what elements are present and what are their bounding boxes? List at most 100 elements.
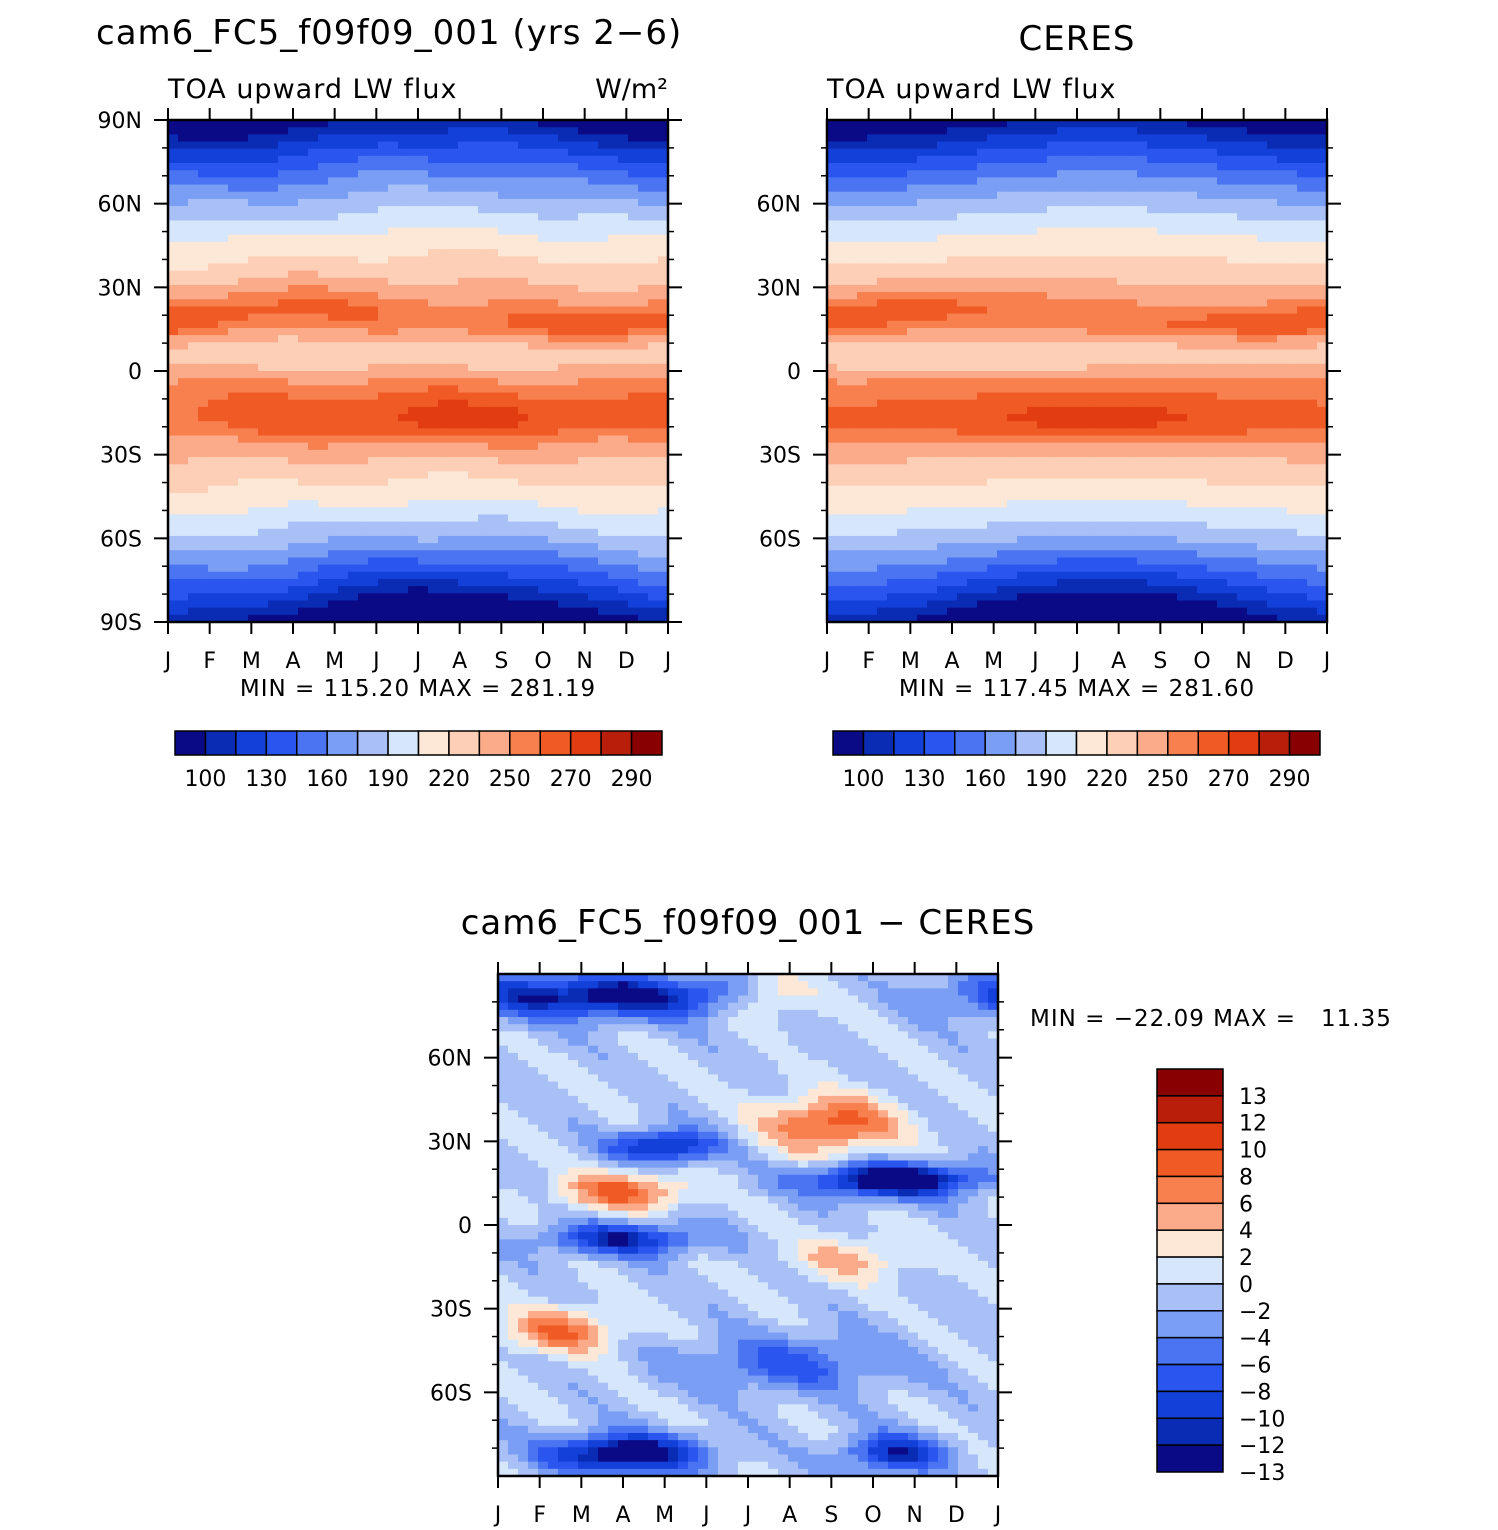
field-cell	[1177, 277, 1188, 286]
field-cell	[1057, 306, 1068, 315]
field-cell	[1057, 270, 1068, 279]
field-cell	[897, 227, 908, 236]
field-cell	[1207, 277, 1218, 286]
field-cell	[1197, 163, 1208, 171]
field-cell	[198, 184, 209, 193]
field-cell	[1167, 120, 1178, 128]
field-cell	[578, 320, 589, 329]
field-cell	[1107, 284, 1118, 293]
field-cell	[538, 213, 549, 221]
field-cell	[1037, 191, 1048, 200]
field-cell	[588, 385, 599, 394]
field-cell	[348, 213, 359, 221]
field-cell	[578, 385, 589, 394]
field-cell	[368, 177, 379, 186]
field-cell	[628, 586, 639, 594]
field-cell	[288, 428, 299, 437]
field-cell	[997, 256, 1008, 265]
field-cell	[328, 284, 339, 293]
field-cell	[937, 155, 948, 164]
field-cell	[228, 127, 239, 135]
field-cell	[368, 457, 379, 465]
field-cell	[458, 478, 469, 487]
field-cell	[917, 177, 928, 186]
field-cell	[1067, 155, 1078, 164]
field-cell	[448, 550, 459, 559]
field-cell	[927, 213, 938, 221]
field-cell	[228, 414, 239, 422]
field-cell	[498, 614, 509, 622]
field-cell	[438, 155, 449, 164]
field-cell	[388, 428, 399, 437]
field-cell	[178, 277, 189, 286]
field-cell	[648, 198, 659, 207]
field-cell	[208, 614, 219, 622]
field-cell	[1047, 127, 1058, 135]
field-cell	[318, 284, 329, 293]
field-cell	[1087, 220, 1098, 229]
field-cell	[168, 607, 179, 616]
field-cell	[1017, 206, 1028, 214]
field-cell	[1007, 249, 1018, 257]
field-cell	[188, 191, 199, 200]
field-cell	[228, 514, 239, 523]
y-tick-label: 90S	[100, 611, 142, 636]
field-cell	[528, 535, 539, 544]
field-cell	[208, 363, 219, 372]
field-cell	[967, 313, 978, 322]
field-cell	[338, 600, 349, 609]
field-cell	[1177, 134, 1188, 143]
field-cell	[1197, 213, 1208, 221]
field-cell	[1117, 213, 1128, 221]
field-cell	[1307, 120, 1318, 128]
field-cell	[508, 557, 519, 566]
field-cell	[378, 371, 389, 379]
field-cell	[238, 492, 249, 501]
field-cell	[967, 284, 978, 293]
field-cell	[198, 543, 209, 551]
field-cell	[388, 277, 399, 286]
field-cell	[398, 543, 409, 551]
field-cell	[438, 213, 449, 221]
field-cell	[478, 435, 489, 444]
field-cell	[298, 600, 309, 609]
field-cell	[618, 313, 629, 322]
field-cell	[558, 141, 569, 150]
field-cell	[468, 406, 479, 415]
field-cell	[418, 535, 429, 544]
field-cell	[488, 449, 499, 458]
field-cell	[448, 249, 459, 257]
field-cell	[588, 256, 599, 265]
field-cell	[228, 177, 239, 186]
field-cell	[558, 457, 569, 465]
field-cell	[558, 256, 569, 265]
field-cell	[1197, 299, 1208, 308]
field-cell	[308, 435, 319, 444]
panel-ceres-subtitle: TOA upward LW flux	[826, 74, 1117, 105]
field-cell	[248, 464, 259, 472]
field-cell	[877, 284, 888, 293]
field-cell	[568, 198, 579, 207]
field-cell	[1277, 227, 1288, 236]
field-cell	[548, 607, 559, 616]
field-cell	[1277, 292, 1288, 300]
field-cell	[208, 550, 219, 559]
field-cell	[278, 557, 289, 566]
field-cell	[308, 528, 319, 537]
field-cell	[438, 277, 449, 286]
field-cell	[428, 198, 439, 207]
field-cell	[648, 399, 659, 408]
field-cell	[208, 213, 219, 221]
field-cell	[658, 234, 668, 243]
field-cell	[238, 163, 249, 171]
field-cell	[518, 292, 529, 300]
field-cell	[658, 378, 668, 386]
field-cell	[178, 543, 189, 551]
field-cell	[558, 406, 569, 415]
field-cell	[518, 543, 529, 551]
field-cell	[278, 335, 289, 343]
field-cell	[578, 127, 589, 135]
field-cell	[658, 256, 668, 265]
field-cell	[1097, 120, 1108, 128]
field-cell	[1027, 213, 1038, 221]
